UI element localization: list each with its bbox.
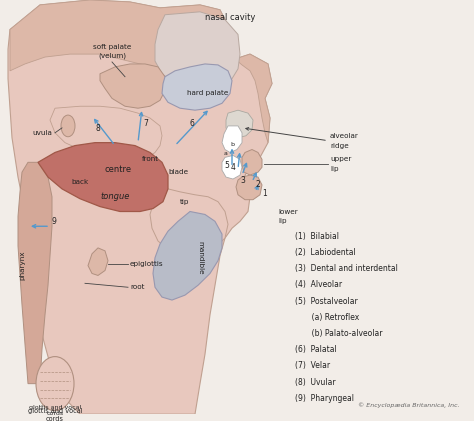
Text: a: a bbox=[224, 152, 228, 157]
Text: front: front bbox=[141, 156, 159, 163]
Text: 5: 5 bbox=[224, 161, 229, 170]
Polygon shape bbox=[100, 64, 165, 108]
Polygon shape bbox=[162, 64, 232, 110]
Text: glottis and vocal
cords: glottis and vocal cords bbox=[29, 405, 81, 416]
Text: back: back bbox=[72, 179, 89, 185]
Text: (2)  Labiodental: (2) Labiodental bbox=[295, 248, 356, 257]
Text: tongue: tongue bbox=[100, 192, 130, 201]
Text: pharynx: pharynx bbox=[19, 251, 25, 280]
Polygon shape bbox=[10, 0, 235, 74]
Ellipse shape bbox=[36, 357, 74, 411]
Text: epiglottis: epiglottis bbox=[130, 261, 164, 266]
Polygon shape bbox=[222, 155, 242, 179]
Text: ridge: ridge bbox=[330, 143, 349, 149]
Text: (1)  Bilabial: (1) Bilabial bbox=[295, 232, 339, 240]
Text: blade: blade bbox=[168, 169, 188, 175]
Text: 2: 2 bbox=[256, 181, 261, 189]
Text: uvula: uvula bbox=[32, 130, 52, 136]
Polygon shape bbox=[50, 106, 162, 160]
Text: lip: lip bbox=[330, 166, 338, 172]
Text: (a) Retroflex: (a) Retroflex bbox=[295, 313, 359, 322]
Ellipse shape bbox=[61, 115, 75, 137]
Text: nasal cavity: nasal cavity bbox=[205, 13, 255, 22]
Polygon shape bbox=[8, 0, 272, 414]
Text: lower: lower bbox=[278, 208, 298, 215]
Text: 7: 7 bbox=[143, 119, 148, 128]
Polygon shape bbox=[38, 143, 168, 211]
Text: (6)  Palatal: (6) Palatal bbox=[295, 345, 337, 354]
Text: hard palate: hard palate bbox=[187, 91, 228, 96]
Polygon shape bbox=[236, 175, 262, 200]
Text: © Encyclopædia Britannica, Inc.: © Encyclopædia Britannica, Inc. bbox=[358, 402, 460, 408]
Text: mandible: mandible bbox=[197, 241, 203, 274]
Text: glottis and vocal: glottis and vocal bbox=[27, 408, 82, 414]
Polygon shape bbox=[153, 211, 222, 300]
Text: (5)  Postalveolar: (5) Postalveolar bbox=[295, 296, 358, 306]
Text: 6: 6 bbox=[190, 119, 194, 128]
Polygon shape bbox=[88, 248, 108, 275]
Polygon shape bbox=[235, 54, 272, 143]
Text: centre: centre bbox=[104, 165, 132, 174]
Text: tip: tip bbox=[180, 199, 190, 205]
Text: (3)  Dental and interdental: (3) Dental and interdental bbox=[295, 264, 398, 273]
Text: cords: cords bbox=[46, 416, 64, 421]
Text: 1: 1 bbox=[262, 189, 267, 198]
Text: upper: upper bbox=[330, 156, 351, 163]
Polygon shape bbox=[150, 189, 228, 256]
Text: 4: 4 bbox=[231, 163, 236, 172]
Polygon shape bbox=[155, 12, 240, 91]
Text: 9: 9 bbox=[52, 217, 57, 226]
Text: (velum): (velum) bbox=[98, 53, 126, 59]
Polygon shape bbox=[242, 149, 262, 175]
Text: (7)  Velar: (7) Velar bbox=[295, 362, 330, 370]
Text: (8)  Uvular: (8) Uvular bbox=[295, 378, 336, 386]
Polygon shape bbox=[18, 163, 52, 384]
Polygon shape bbox=[226, 110, 253, 138]
Text: 8: 8 bbox=[96, 124, 100, 133]
Text: soft palate: soft palate bbox=[93, 44, 131, 50]
Text: 3: 3 bbox=[241, 176, 246, 184]
Polygon shape bbox=[222, 126, 242, 152]
Text: alveolar: alveolar bbox=[330, 133, 359, 139]
Text: (b) Palato-alveolar: (b) Palato-alveolar bbox=[295, 329, 383, 338]
Text: b: b bbox=[230, 141, 234, 147]
Text: (9)  Pharyngeal: (9) Pharyngeal bbox=[295, 394, 354, 403]
Text: (4)  Alveolar: (4) Alveolar bbox=[295, 280, 342, 289]
Text: lip: lip bbox=[278, 218, 287, 224]
Text: root: root bbox=[130, 284, 145, 290]
